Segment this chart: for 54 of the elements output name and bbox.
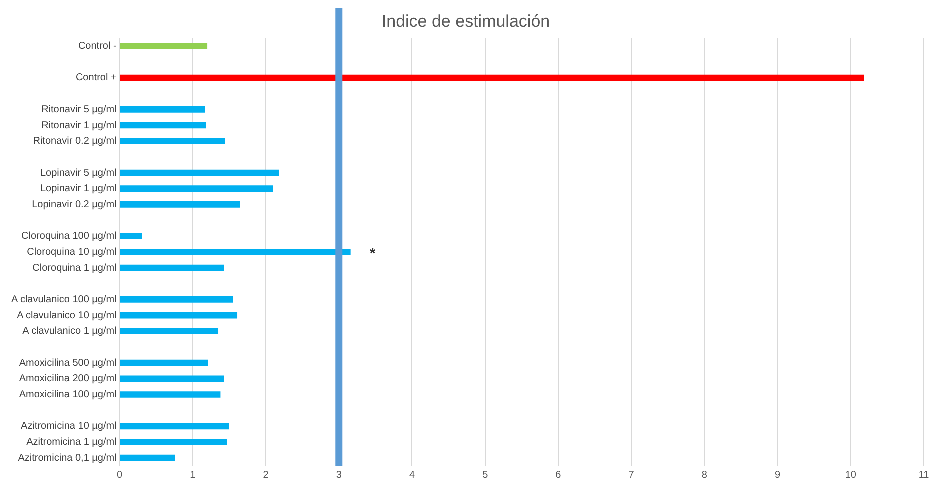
x-tick-label: 1 <box>190 470 196 481</box>
y-tick-label: Control - <box>78 41 117 52</box>
y-tick-label: Lopinavir 5 µg/ml <box>40 168 117 179</box>
bar <box>120 264 224 272</box>
bar <box>120 122 206 129</box>
y-tick-label: Amoxicilina 200 µg/ml <box>19 374 117 385</box>
x-tick-label: 5 <box>482 470 489 481</box>
bar <box>120 249 351 256</box>
y-tick-label: Azitromicina 10 µg/ml <box>21 421 117 432</box>
bar <box>120 296 234 303</box>
x-tick-label: 10 <box>845 470 857 481</box>
y-tick-label: Azitromicina 0,1 µg/ml <box>18 452 117 464</box>
bar <box>120 312 238 319</box>
y-tick-label: Cloroquina 1 µg/ml <box>32 262 117 274</box>
bar <box>120 439 228 446</box>
x-tick-label: 8 <box>702 470 708 481</box>
x-tick-label: 11 <box>918 470 930 481</box>
y-tick-label: Cloroquina 100 µg/ml <box>22 231 117 242</box>
y-tick-label: A clavulanico 100 µg/ml <box>12 294 117 306</box>
y-tick-label: Lopinavir 1 µg/ml <box>40 184 117 195</box>
x-tick-label: 4 <box>409 470 416 481</box>
y-tick-label: A clavulanico 10 µg/ml <box>17 310 117 322</box>
bar <box>120 186 274 192</box>
bar <box>120 392 221 398</box>
y-tick-label: Azitromicina 1 µg/ml <box>26 436 117 448</box>
y-tick-label: Amoxicilina 500 µg/ml <box>19 358 117 369</box>
y-tick-label: Ritonavir 5 µg/ml <box>42 104 117 116</box>
bar <box>120 328 219 335</box>
x-tick-label: 9 <box>775 470 782 481</box>
y-tick-label: Control + <box>76 72 117 84</box>
y-tick-label: Ritonavir 1 µg/ml <box>42 120 117 132</box>
bar <box>120 454 176 462</box>
y-tick-label: Lopinavir 0.2 µg/ml <box>32 199 117 210</box>
bar <box>120 170 280 176</box>
annotation: * <box>370 245 376 262</box>
bar <box>120 106 206 113</box>
x-tick-label: 2 <box>263 470 270 481</box>
x-tick-label: 6 <box>556 470 562 481</box>
chart-title: Indice de estimulación <box>382 12 550 31</box>
bar <box>120 233 142 240</box>
y-tick-label: Ritonavir 0.2 µg/ml <box>33 136 117 148</box>
x-tick-label: 3 <box>336 470 342 481</box>
bar <box>120 138 226 145</box>
x-tick-label: 7 <box>628 470 635 481</box>
bar <box>120 74 864 82</box>
y-tick-label: A clavulanico 1 µg/ml <box>22 326 117 338</box>
y-tick-label: Cloroquina 10 µg/ml <box>27 246 117 258</box>
bar <box>120 376 224 382</box>
bar <box>120 360 208 366</box>
bar <box>120 423 230 430</box>
x-tick-label: 0 <box>117 470 124 481</box>
bar <box>120 43 208 50</box>
bar <box>120 202 240 208</box>
y-tick-label: Amoxicilina 100 µg/ml <box>19 389 117 400</box>
